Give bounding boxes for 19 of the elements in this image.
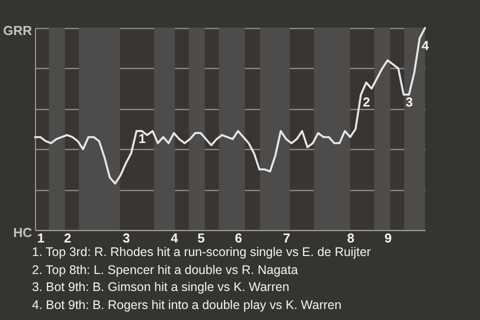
text: HC bbox=[13, 225, 33, 240]
x-tick-label: 5 bbox=[198, 230, 205, 246]
x-tick-label: 9 bbox=[384, 230, 392, 246]
x-tick-label: 6 bbox=[234, 230, 242, 246]
text: 3. Bot 9th: B. Gimson hit a single vs K. Warren bbox=[32, 279, 290, 296]
text: 4. Bot 9th: B. Rogers hit into a double play vs K. Warren bbox=[32, 296, 342, 314]
annotation: 3 bbox=[406, 94, 413, 110]
x-tick-label: 2 bbox=[64, 230, 72, 246]
x-tick-label: 8 bbox=[347, 230, 354, 246]
text: GRR bbox=[3, 23, 33, 38]
x-tick-label: 1 bbox=[37, 230, 44, 246]
text: 1. Top 3rd: R. Rhodes hit a run-scoring single vs E. de Ruijter bbox=[32, 244, 371, 261]
text: 2. Top 8th: L. Spencer hit a double vs R. Nagata bbox=[32, 262, 299, 279]
x-tick-label: 7 bbox=[282, 230, 290, 246]
x-tick-label: 4 bbox=[170, 230, 179, 246]
annotation: 1 bbox=[138, 131, 146, 146]
annotation: 2 bbox=[362, 94, 370, 110]
annotation: 4 bbox=[422, 38, 430, 54]
x-tick-label: 3 bbox=[122, 230, 130, 246]
